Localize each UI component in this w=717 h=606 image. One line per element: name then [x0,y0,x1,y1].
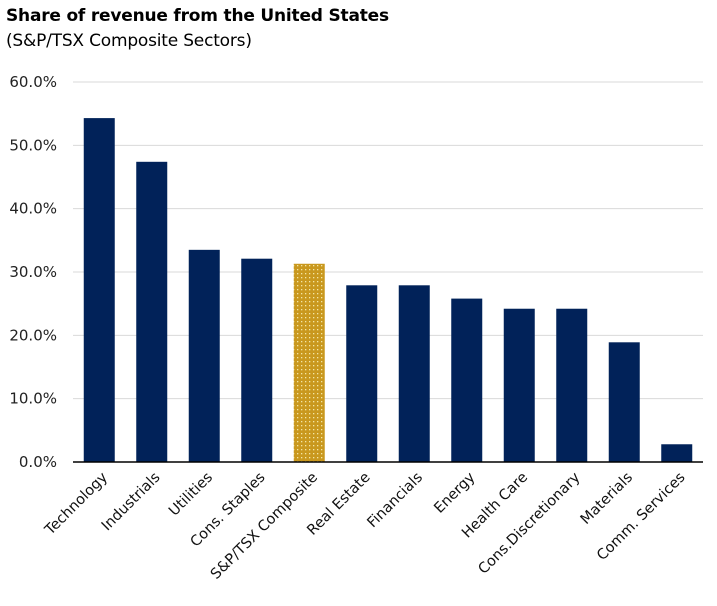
y-tick-label: 10.0% [9,390,57,408]
y-tick-label: 50.0% [9,136,57,154]
chart-title: Share of revenue from the United States [6,6,389,26]
x-tick-label: Cons.Discretionary [476,469,584,577]
chart-subtitle: (S&P/TSX Composite Sectors) [6,31,252,51]
bar [241,258,273,462]
bar [188,249,220,462]
y-tick-label: 60.0% [9,73,57,91]
bar [398,285,430,462]
bar-highlight [293,263,325,462]
bar [83,118,115,462]
x-tick-label: S&P/TSX Composite [208,469,321,582]
y-axis-ticks: 0.0% 10.0% 20.0% 30.0% 40.0% 50.0% 60.0% [9,73,57,471]
x-tick-label: Comm. Services [594,470,688,564]
x-tick-label: Financials [365,470,427,532]
bar [136,161,168,463]
y-tick-label: 0.0% [19,453,57,471]
bar [556,308,588,462]
bar [608,342,640,462]
gridlines [73,81,703,400]
y-tick-label: 20.0% [9,326,57,344]
x-tick-label: Energy [431,469,479,517]
y-tick-label: 30.0% [9,263,57,281]
bar [346,285,378,462]
bar [503,308,535,462]
bars [83,118,693,463]
bar [661,444,693,462]
x-tick-label: Utilities [166,470,216,520]
x-tick-label: Technology [42,469,112,539]
y-tick-label: 40.0% [9,200,57,218]
bar [451,298,483,462]
